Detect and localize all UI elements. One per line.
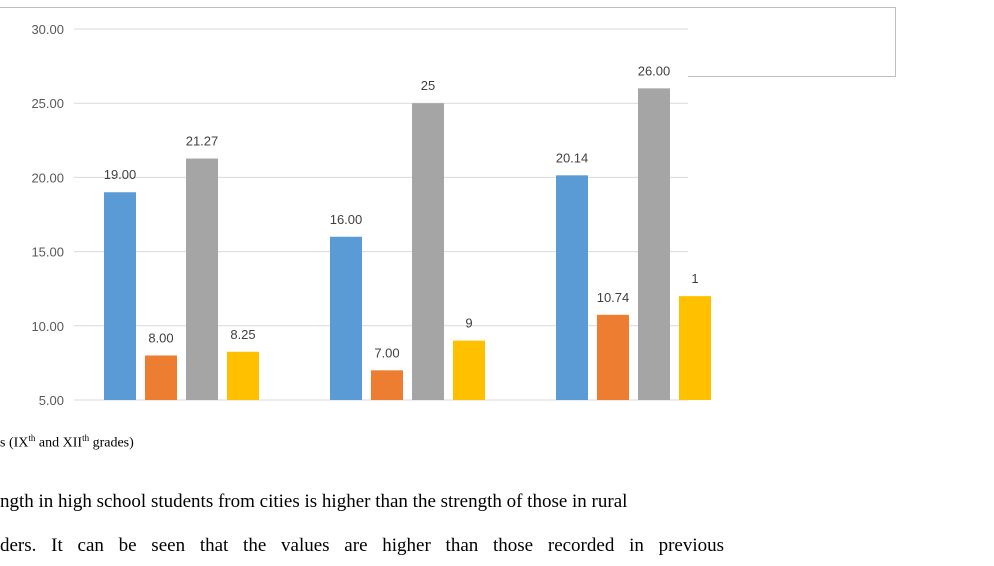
bar: [227, 351, 259, 400]
frame-line-top: [0, 7, 896, 8]
body-line-1: ngth in high school students from cities…: [0, 491, 628, 512]
y-tick-label: 20.00: [31, 170, 64, 185]
y-tick-label: 10.00: [31, 319, 64, 334]
data-label: 9: [465, 316, 472, 331]
data-label: 19.00: [104, 167, 137, 182]
data-label: 21.27: [186, 134, 219, 149]
bar: [597, 314, 629, 400]
bar: [330, 236, 362, 400]
caption-suffix: grades): [89, 435, 134, 451]
bar: [453, 340, 485, 400]
bar: [679, 296, 711, 400]
caption-middle: and XII: [35, 435, 83, 451]
data-label: 8.25: [230, 327, 255, 342]
y-tick-label: 5.00: [39, 393, 64, 408]
bar: [371, 370, 403, 400]
data-label: 1: [691, 271, 698, 286]
figure-caption: s (IXth and XIIth grades): [0, 433, 134, 452]
bar: [556, 175, 588, 400]
bar-chart: 5.00 10.00 15.00 20.00 25.00 30.00 19.00 16.00 2…: [31, 22, 711, 408]
y-tick-label: 15.00: [31, 245, 64, 260]
data-label: 25: [421, 78, 435, 93]
data-label: 26.00: [638, 63, 671, 78]
data-label: 7.00: [374, 345, 399, 360]
body-line-2: ders. It can be seen that the values are…: [0, 535, 725, 556]
y-tick-label: 25.00: [31, 96, 64, 111]
data-label: 16.00: [330, 212, 363, 227]
frame-line-bottom: [688, 76, 896, 77]
caption-prefix: s (IX: [0, 435, 29, 451]
caption-sup-2: th: [82, 433, 90, 443]
data-label: 20.14: [556, 150, 589, 165]
y-tick-label: 30.00: [31, 22, 64, 37]
bar: [145, 355, 177, 400]
bar: [638, 88, 670, 401]
data-label: 8.00: [148, 330, 173, 345]
bar: [186, 158, 218, 400]
frame-line-right: [895, 7, 896, 77]
data-label: 10.74: [597, 290, 630, 305]
caption-sup-1: th: [28, 433, 36, 443]
bar: [412, 103, 444, 400]
bar: [104, 192, 136, 400]
